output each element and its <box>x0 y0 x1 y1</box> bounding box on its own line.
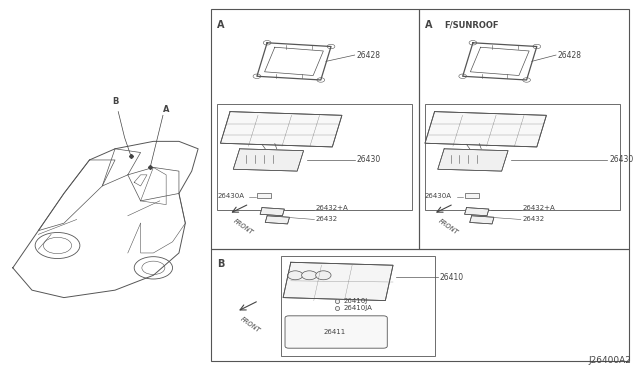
Bar <box>465 193 479 198</box>
Bar <box>425 104 620 210</box>
Polygon shape <box>283 262 393 301</box>
Circle shape <box>316 271 331 280</box>
Text: FRONT: FRONT <box>239 315 262 333</box>
Circle shape <box>301 271 317 280</box>
Text: B: B <box>218 259 225 269</box>
Polygon shape <box>265 216 289 224</box>
Text: 26430A: 26430A <box>218 193 244 199</box>
Text: 26411: 26411 <box>324 329 346 335</box>
Bar <box>281 256 435 356</box>
Bar <box>218 104 412 210</box>
Text: 26410: 26410 <box>440 273 464 282</box>
Text: A: A <box>163 105 170 113</box>
Polygon shape <box>220 112 342 147</box>
Text: 26410J: 26410J <box>344 298 368 304</box>
Text: 26428: 26428 <box>558 51 582 60</box>
Circle shape <box>287 271 303 280</box>
Bar <box>257 193 271 198</box>
Bar <box>419 9 630 249</box>
Polygon shape <box>465 208 489 216</box>
Text: J26400A2: J26400A2 <box>589 356 632 365</box>
Text: 26430: 26430 <box>609 155 633 164</box>
Text: A: A <box>218 20 225 31</box>
Bar <box>211 249 630 361</box>
Polygon shape <box>438 149 508 171</box>
Text: A: A <box>425 20 433 31</box>
Text: 26430: 26430 <box>356 155 381 164</box>
Text: 26430A: 26430A <box>425 193 452 199</box>
Text: 26432: 26432 <box>316 217 338 222</box>
Bar <box>211 9 419 249</box>
Text: 26432+A: 26432+A <box>316 205 348 211</box>
Polygon shape <box>260 208 284 216</box>
Text: 26410JA: 26410JA <box>344 305 372 311</box>
Text: FRONT: FRONT <box>232 218 255 235</box>
Polygon shape <box>233 149 303 171</box>
Text: 26432+A: 26432+A <box>522 205 555 211</box>
FancyBboxPatch shape <box>285 316 387 348</box>
Text: 26432: 26432 <box>522 217 544 222</box>
Text: FRONT: FRONT <box>437 218 459 235</box>
Text: F/SUNROOF: F/SUNROOF <box>444 20 499 29</box>
Polygon shape <box>425 112 547 147</box>
Polygon shape <box>470 216 494 224</box>
Text: 26428: 26428 <box>356 51 381 60</box>
Text: B: B <box>112 97 118 106</box>
